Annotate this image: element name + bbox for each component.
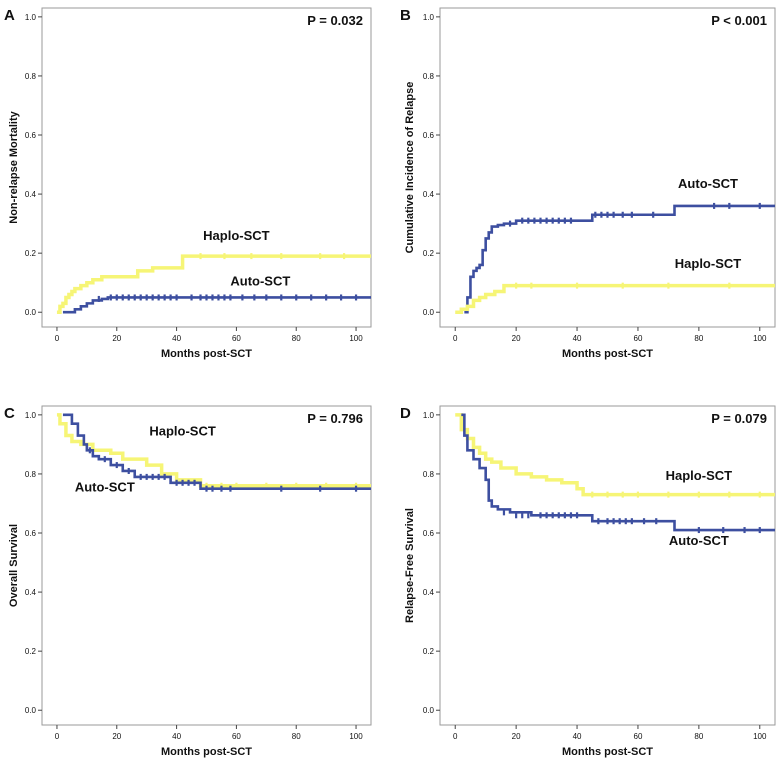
x-tick-label: 0 [453,732,458,741]
y-tick-label: 0.2 [25,249,37,258]
panel-d: D P = 0.079 0.0 0.2 0.4 0.6 0.8 1.0 0 20 40 60 80 100… [400,405,776,758]
y-axis-title: Overall Survival [8,524,20,607]
panel-label: C [4,405,15,422]
plot-frame [439,7,776,328]
y-tick-label: 1.0 [25,13,37,22]
series-haplo: Haplo-SCT [455,256,775,314]
panel-b: B P < 0.001 0.0 0.2 0.4 0.6 0.8 1.0 0 20 40 60 80 100… [400,7,776,360]
y-tick-label: 0.6 [25,529,37,538]
x-tick-label: 80 [292,334,301,343]
x-tick-label: 100 [753,334,767,343]
y-tick-label: 0.6 [423,529,435,538]
series-label: Haplo-SCT [675,256,742,271]
y-tick-label: 0.4 [25,588,37,597]
y-tick-label: 0.6 [25,131,37,140]
y-tick-label: 0.8 [25,470,37,479]
survival-curve [455,413,775,497]
x-tick-label: 100 [349,334,363,343]
survival-curve [62,296,371,314]
y-tick-label: 0.0 [423,308,435,317]
series-auto: Auto-SCT [62,274,371,314]
y-tick-label: 0.6 [423,131,435,140]
y-tick-label: 1.0 [423,411,435,420]
series-label: Auto-SCT [678,176,738,191]
y-axis-title: Cumulative Incidence of Relapse [404,82,416,254]
series-auto: Auto-SCT [461,413,775,548]
series-auto: Auto-SCT [464,176,775,314]
x-tick-label: 60 [634,732,643,741]
p-value: P = 0.079 [711,411,767,426]
series-haplo: Haplo-SCT [56,228,371,314]
x-tick-label: 40 [573,334,582,343]
plot-frame [439,405,776,726]
y-tick-label: 0.4 [423,190,435,199]
series-label: Haplo-SCT [666,468,733,483]
y-tick-label: 1.0 [25,411,37,420]
survival-curve [62,413,371,491]
x-tick-label: 0 [453,334,458,343]
series-label: Auto-SCT [230,274,290,289]
panel-label: A [4,7,15,24]
plot-frame [41,7,372,328]
y-tick-label: 0.8 [25,72,37,81]
y-tick-label: 0.8 [423,72,435,81]
y-tick-label: 0.0 [25,308,37,317]
x-tick-label: 20 [512,334,521,343]
x-tick-label: 40 [172,732,181,741]
plot-frame [41,405,372,726]
y-tick-label: 1.0 [423,13,435,22]
x-axis-title: Months post-SCT [562,746,653,758]
x-tick-label: 40 [573,732,582,741]
survival-curve [455,283,775,314]
x-tick-label: 0 [55,334,60,343]
x-axis-title: Months post-SCT [161,746,252,758]
survival-curve [461,413,775,532]
y-tick-label: 0.2 [423,249,435,258]
panel-label: D [400,405,411,422]
x-axis-title: Months post-SCT [161,348,252,360]
y-tick-label: 0.8 [423,470,435,479]
x-tick-label: 20 [112,334,121,343]
x-tick-label: 80 [292,732,301,741]
series-label: Haplo-SCT [149,424,216,439]
y-tick-label: 0.4 [423,588,435,597]
x-tick-label: 100 [349,732,363,741]
p-value: P = 0.796 [307,411,363,426]
y-axis-title: Relapse-Free Survival [404,508,416,623]
panel-a: A P = 0.032 0.0 0.2 0.4 0.6 0.8 1.0 0 20 40 60 80 100… [4,7,372,360]
x-axis-title: Months post-SCT [562,348,653,360]
p-value: P = 0.032 [307,13,363,28]
panel-label: B [400,7,411,24]
survival-curve [56,254,371,314]
x-tick-label: 20 [512,732,521,741]
survival-curve [56,413,371,488]
series-label: Haplo-SCT [203,228,270,243]
series-label: Auto-SCT [669,533,729,548]
y-tick-label: 0.0 [25,706,37,715]
y-axis-title: Non-relapse Mortality [8,110,20,223]
x-tick-label: 80 [694,732,703,741]
x-tick-label: 60 [232,334,241,343]
x-tick-label: 20 [112,732,121,741]
y-tick-label: 0.2 [25,647,37,656]
y-tick-label: 0.0 [423,706,435,715]
x-tick-label: 100 [753,732,767,741]
series-haplo: Haplo-SCT [455,413,775,498]
x-tick-label: 60 [232,732,241,741]
series-auto: Auto-SCT [62,413,371,495]
p-value: P < 0.001 [711,13,767,28]
panel-c: C P = 0.796 0.0 0.2 0.4 0.6 0.8 1.0 0 20 40 60 80 100… [4,405,372,758]
x-tick-label: 60 [634,334,643,343]
y-tick-label: 0.2 [423,647,435,656]
y-tick-label: 0.4 [25,190,37,199]
x-tick-label: 0 [55,732,60,741]
series-label: Auto-SCT [75,480,135,495]
x-tick-label: 80 [694,334,703,343]
x-tick-label: 40 [172,334,181,343]
